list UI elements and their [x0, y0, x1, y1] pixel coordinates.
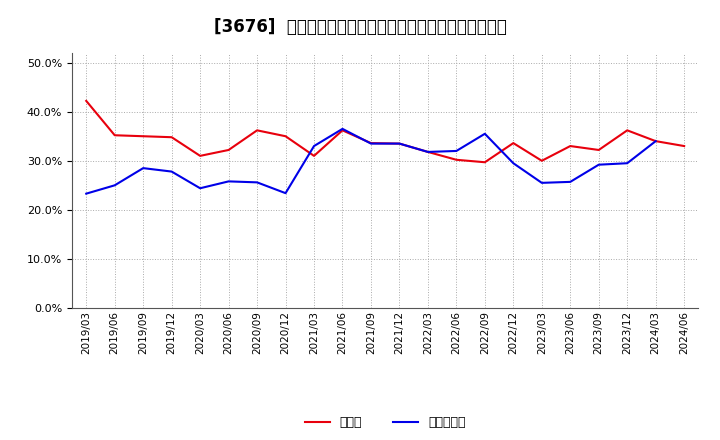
有利子負債: [338, 126, 347, 132]
現顀金: [566, 143, 575, 149]
現顀金: [310, 153, 318, 158]
現顀金: [480, 160, 489, 165]
現顀金: [366, 140, 375, 146]
現顀金: [282, 134, 290, 139]
Text: [3676]  現顀金、有利子負債の総資産に対する比率の推移: [3676] 現顀金、有利子負債の総資産に対する比率の推移: [214, 18, 506, 36]
現顀金: [423, 149, 432, 154]
現顀金: [139, 134, 148, 139]
有利子負債: [452, 148, 461, 154]
有利子負債: [282, 191, 290, 196]
現顀金: [338, 128, 347, 133]
有利子負債: [366, 141, 375, 146]
有利子負債: [167, 169, 176, 174]
有利子負債: [196, 186, 204, 191]
現顀金: [167, 135, 176, 140]
有利子負債: [595, 162, 603, 167]
有利子負債: [509, 161, 518, 166]
有利子負債: [310, 143, 318, 149]
有利子負債: [423, 149, 432, 154]
有利子負債: [110, 183, 119, 188]
現顀金: [82, 98, 91, 103]
現顀金: [110, 132, 119, 138]
現顀金: [595, 147, 603, 153]
有利子負債: [652, 139, 660, 144]
有利子負債: [395, 141, 404, 146]
有利子負債: [253, 180, 261, 185]
有利子負債: [139, 165, 148, 171]
有利子負債: [82, 191, 91, 196]
Line: 有利子負債: 有利子負債: [86, 129, 656, 194]
現顀金: [225, 147, 233, 153]
現顀金: [509, 140, 518, 146]
現顀金: [623, 128, 631, 133]
現顀金: [537, 158, 546, 163]
有利子負債: [623, 161, 631, 166]
有利子負債: [480, 131, 489, 136]
現顀金: [253, 128, 261, 133]
Legend: 現顀金, 有利子負債: 現顀金, 有利子負債: [300, 411, 471, 434]
有利子負債: [537, 180, 546, 186]
現顀金: [196, 153, 204, 158]
現顀金: [452, 157, 461, 162]
有利子負債: [566, 179, 575, 184]
有利子負債: [225, 179, 233, 184]
現顀金: [395, 141, 404, 146]
現顀金: [652, 139, 660, 144]
Line: 現顀金: 現顀金: [86, 101, 684, 162]
現顀金: [680, 143, 688, 149]
